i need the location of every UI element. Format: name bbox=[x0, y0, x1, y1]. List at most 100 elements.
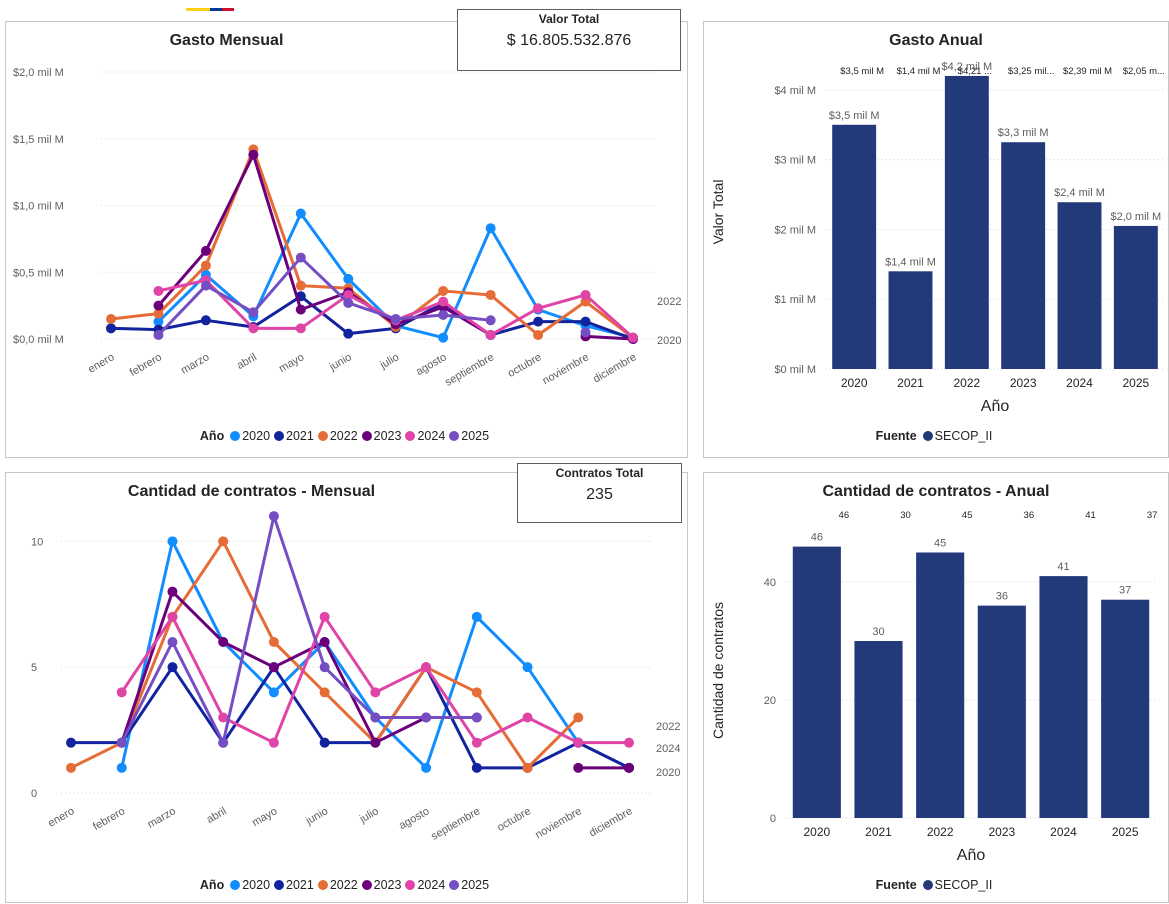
legend-marker bbox=[274, 431, 285, 441]
legend-label: 2023 bbox=[373, 429, 402, 443]
y-tick-label: $0,0 mil M bbox=[13, 334, 64, 346]
contratos-mensual-chart: 0 5 10 enero febrero marzo abril mayo junio julio… bbox=[31, 511, 680, 843]
legend-title: Año bbox=[199, 878, 225, 892]
bar-data-label: $2,0 mil M bbox=[1110, 211, 1161, 223]
bar-2024 bbox=[1057, 202, 1102, 369]
data-point-2024 bbox=[628, 332, 638, 343]
bar-2022 bbox=[944, 75, 989, 369]
x-tick-label: diciembre bbox=[591, 351, 638, 385]
bar-top-label: $4,21 ... bbox=[958, 66, 992, 77]
legend-marker bbox=[922, 880, 933, 890]
bar-2024 bbox=[1039, 576, 1088, 818]
data-point-2025 bbox=[268, 511, 279, 522]
x-tick-label: septiembre bbox=[429, 805, 482, 843]
data-point-2020 bbox=[116, 762, 127, 773]
data-point-2020 bbox=[268, 687, 279, 698]
data-point-2025 bbox=[471, 712, 482, 723]
x-tick-label: noviembre bbox=[541, 351, 591, 387]
chart-title: Gasto Anual bbox=[889, 32, 983, 49]
year-legend: Año 2020 2021 2022 2023 2024 2025 bbox=[6, 878, 687, 892]
card-value: 235 bbox=[586, 486, 613, 503]
legend-item[interactable]: 2024 bbox=[405, 429, 445, 443]
data-point-2022 bbox=[153, 308, 164, 319]
legend-marker bbox=[317, 431, 328, 441]
x-tick-label: marzo bbox=[145, 805, 177, 831]
legend-item[interactable]: 2022 bbox=[317, 878, 358, 892]
data-point-2022 bbox=[522, 762, 533, 773]
contratos-anual-chart: 0 20 40 46 46 2020 30 30 2021 45 45 2022 36 36 2023 41 4… bbox=[710, 510, 1157, 864]
chart-title: Gasto Mensual bbox=[169, 32, 284, 49]
y-tick-label: $1,0 mil M bbox=[13, 201, 64, 213]
data-point-2021 bbox=[167, 662, 178, 673]
x-tick-label: marzo bbox=[179, 351, 211, 377]
bar-top-label: $2,05 m... bbox=[1123, 66, 1165, 77]
source-legend: Fuente SECOP_II bbox=[704, 878, 1168, 892]
data-point-2024 bbox=[343, 289, 354, 300]
legend-marker bbox=[230, 880, 241, 890]
x-axis-title: Año bbox=[981, 398, 1010, 415]
legend-title: Fuente bbox=[875, 878, 917, 892]
x-tick-label: abril bbox=[235, 351, 259, 372]
data-point-2024 bbox=[167, 611, 178, 622]
legend-label: 2022 bbox=[329, 429, 358, 443]
data-point-2025 bbox=[248, 307, 259, 318]
data-point-2020 bbox=[343, 273, 354, 284]
data-point-2020 bbox=[421, 762, 432, 773]
data-point-2025 bbox=[438, 309, 449, 320]
logo-stripe-red bbox=[222, 8, 234, 11]
legend-item[interactable]: 2022 bbox=[317, 429, 358, 443]
legend-item[interactable]: 2023 bbox=[361, 429, 402, 443]
contratos-anual-panel[interactable]: Cantidad de contratos - Anual 0 20 40 46 46 2… bbox=[703, 472, 1169, 903]
legend-item[interactable]: 2021 bbox=[274, 878, 314, 892]
legend-marker bbox=[361, 880, 372, 890]
bar-2023 bbox=[1001, 142, 1046, 369]
legend-item[interactable]: 2023 bbox=[361, 878, 401, 892]
gasto-mensual-panel[interactable]: Gasto Mensual $0,0 mil M $0,5 mil M $1,0 m… bbox=[5, 21, 688, 458]
legend-marker bbox=[274, 880, 285, 890]
contratos-mensual-panel[interactable]: Cantidad de contratos - Mensual 0 5 10 ener… bbox=[5, 472, 688, 903]
x-tick-label: 2025 bbox=[1122, 376, 1149, 390]
legend-item[interactable]: 2020 bbox=[230, 429, 270, 443]
data-point-2023 bbox=[573, 762, 584, 773]
data-point-2024 bbox=[580, 289, 591, 300]
x-tick-label: mayo bbox=[250, 805, 279, 829]
legend-item[interactable]: 2024 bbox=[405, 878, 445, 892]
x-tick-label: 2023 bbox=[1010, 376, 1037, 390]
x-tick-label: 2020 bbox=[803, 825, 830, 839]
x-tick-label: 2024 bbox=[1066, 376, 1093, 390]
data-point-2025 bbox=[218, 737, 229, 748]
legend-label: 2021 bbox=[286, 429, 314, 443]
gasto-mensual-chart: $0,0 mil M $0,5 mil M $1,0 mil M $1,5 mil M… bbox=[13, 67, 681, 389]
legend-marker bbox=[317, 880, 328, 890]
data-point-2023 bbox=[268, 662, 279, 673]
y-tick-label: $1,5 mil M bbox=[13, 134, 64, 146]
y-tick-label: $2,0 mil M bbox=[13, 67, 64, 79]
x-tick-label: enero bbox=[46, 805, 76, 829]
series-end-label: 2020 bbox=[656, 767, 680, 779]
legend-item[interactable]: 2021 bbox=[274, 429, 314, 443]
legend-item[interactable]: SECOP_II bbox=[922, 429, 992, 443]
source-legend: Fuente SECOP_II bbox=[704, 429, 1168, 443]
data-point-2024 bbox=[533, 303, 544, 314]
legend-item[interactable]: 2025 bbox=[449, 878, 489, 892]
x-tick-label: septiembre bbox=[443, 351, 496, 389]
legend-label: 2025 bbox=[461, 878, 490, 892]
series-end-label: 2022 bbox=[657, 296, 681, 308]
bar-top-label: 45 bbox=[962, 510, 973, 521]
legend-item[interactable]: 2020 bbox=[230, 878, 270, 892]
data-point-2020 bbox=[522, 662, 533, 673]
legend-item[interactable]: 2025 bbox=[449, 429, 489, 443]
legend-item[interactable]: SECOP_II bbox=[922, 878, 992, 892]
gasto-anual-panel[interactable]: Gasto Anual $0 mil M $1 mil M $2 mil M $3 m… bbox=[703, 21, 1169, 458]
data-point-2023 bbox=[624, 762, 634, 773]
data-point-2023 bbox=[370, 737, 381, 748]
bar-2021 bbox=[854, 641, 903, 818]
data-point-2024 bbox=[438, 296, 449, 307]
y-tick-label: $0 mil M bbox=[774, 364, 816, 376]
x-tick-label: 2023 bbox=[988, 825, 1015, 839]
x-tick-label: enero bbox=[86, 351, 116, 375]
y-tick-label: 40 bbox=[764, 577, 776, 589]
legend-marker bbox=[449, 431, 460, 441]
bar-data-label: $2,4 mil M bbox=[1054, 187, 1105, 199]
data-point-2024 bbox=[485, 329, 496, 340]
